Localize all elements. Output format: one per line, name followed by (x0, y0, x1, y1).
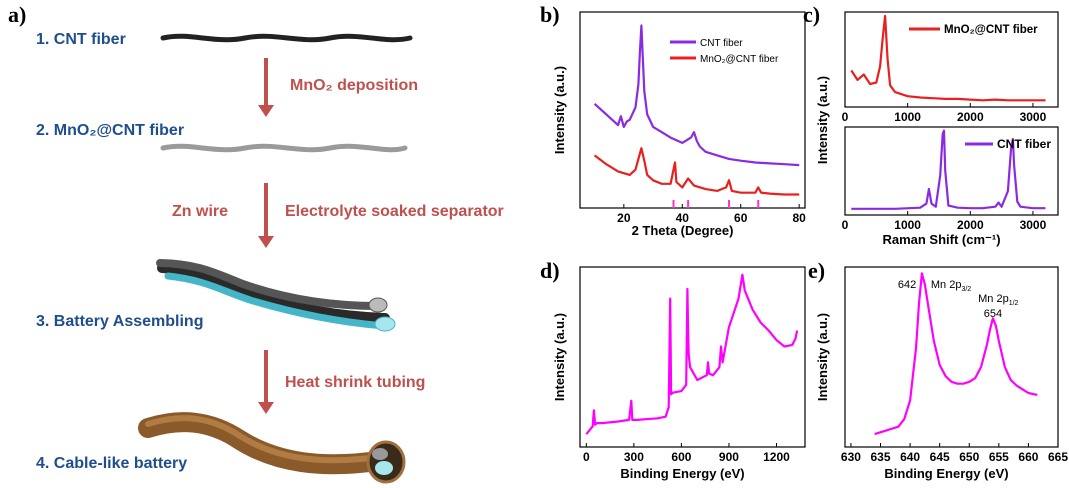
cable-battery (138, 412, 406, 484)
schematic-drawing (138, 33, 413, 484)
e-annotation-mn2p32: Mn 2p3/2 (931, 279, 971, 293)
chart-c-raman: 0 1000 2000 3000 0 1000 2000 3000 Raman Shift (c… (815, 11, 1059, 247)
e-x-tick-label: 650 (959, 450, 979, 464)
b-x-tick-label: 20 (617, 211, 631, 225)
b-plot-frame (579, 11, 806, 209)
arrow-1-head (258, 105, 274, 117)
note-mno2-deposition: MnO₂ deposition (290, 77, 418, 94)
b-series-line-1 (593, 147, 800, 196)
c_bottom-x-tick-label: 3000 (1020, 218, 1047, 232)
c_bottom-x-tick-label: 0 (842, 218, 849, 232)
c-x-axis-label: Raman Shift (cm⁻¹) (882, 232, 1000, 247)
d-x-tick-label: 300 (624, 450, 644, 464)
b-legend-label-0: CNT fiber (700, 38, 743, 49)
c_top-x-tick-label: 1000 (894, 110, 921, 124)
e-plot-frame (844, 266, 1059, 448)
c_bottom-x-tick-label: 2000 (957, 218, 984, 232)
step-1-label: 1. CNT fiber (36, 31, 126, 48)
b-series-line-0 (593, 24, 800, 167)
d-x-tick-label: 600 (671, 450, 691, 464)
e-x-tick-label: 635 (870, 450, 890, 464)
arrow-2-head (258, 236, 274, 248)
cnt-fiber (160, 33, 413, 43)
panel-label-d: d) (540, 258, 560, 283)
e-annotation-mn2p12: Mn 2p1/2 (978, 293, 1018, 307)
b-legend-label-1: MnO₂@CNT fiber (700, 54, 779, 65)
b-y-axis-label: Intensity (a.u.) (552, 66, 567, 154)
c_top-x-tick-label: 3000 (1020, 110, 1047, 124)
panel-label-c: c) (803, 2, 821, 27)
b-x-tick-label: 40 (676, 211, 690, 225)
b-x-tick-label: 80 (792, 211, 806, 225)
note-heat-shrink: Heat shrink tubing (285, 374, 426, 391)
d-series-line-0 (585, 273, 799, 435)
b-x-axis-label: 2 Theta (Degree) (632, 223, 734, 238)
e-annotation-654: 654 (984, 308, 1002, 320)
chart-e-xps-mn2p: 630 635 640 645 650 655 660 665 Binding Energy (… (815, 266, 1068, 481)
c_bottom-plot-frame (844, 126, 1059, 216)
c_top-plot-frame (844, 11, 1059, 108)
e-y-axis-label: Intensity (a.u.) (815, 313, 830, 401)
c_bottom-series-line-0 (851, 129, 1046, 210)
panel-label-a: a) (8, 2, 27, 27)
d-plot-frame (579, 266, 806, 448)
e-series-line-0 (874, 272, 1038, 436)
b-x-tick-label: 60 (734, 211, 748, 225)
e-x-axis-label: Binding Energy (eV) (884, 466, 1008, 481)
d-x-axis-label: Binding Energy (eV) (620, 466, 744, 481)
c_top-series-line-0 (850, 14, 1046, 102)
e-x-tick-label: 660 (1018, 450, 1038, 464)
step-3-label: 3. Battery Assembling (36, 313, 204, 330)
arrow-3-head (258, 402, 274, 414)
c-top-legend-label: MnO₂@CNT fiber (944, 24, 1038, 36)
c_top-x-tick-label: 0 (842, 110, 849, 124)
d-x-tick-label: 0 (583, 450, 590, 464)
d-x-tick-label: 900 (719, 450, 739, 464)
chart-d-xps-survey: 0 300 600 900 1200 Binding Energy (eV) Intensi… (552, 266, 806, 481)
panel-label-b: b) (540, 2, 560, 27)
c_bottom-x-tick-label: 1000 (894, 218, 921, 232)
note-electrolyte-separator: Electrolyte soaked separator (285, 203, 504, 220)
e-x-tick-label: 645 (930, 450, 950, 464)
mno2-cnt-fiber (160, 143, 408, 153)
e-x-tick-label: 655 (989, 450, 1009, 464)
step-4-label: 4. Cable-like battery (36, 455, 188, 472)
battery-assembly (156, 259, 396, 332)
e-x-tick-label: 665 (1048, 450, 1068, 464)
panel-label-e: e) (808, 258, 826, 283)
c-y-axis-label: Intensity (a.u.) (815, 76, 830, 164)
d-y-axis-label: Intensity (a.u.) (552, 313, 567, 401)
note-zn-wire: Zn wire (172, 203, 229, 220)
e-x-tick-label: 630 (841, 450, 861, 464)
e-annotation-642: 642 (898, 279, 916, 291)
c_top-x-tick-label: 2000 (957, 110, 984, 124)
step-2-label: 2. MnO₂@CNT fiber (36, 122, 185, 139)
c-bottom-legend-label: CNT fiber (997, 137, 1051, 151)
e-x-tick-label: 640 (900, 450, 920, 464)
chart-b-xrd: 20 40 60 80 2 Theta (Degree) Intensity (a.u.)… (552, 11, 806, 238)
d-x-tick-label: 1200 (763, 450, 790, 464)
